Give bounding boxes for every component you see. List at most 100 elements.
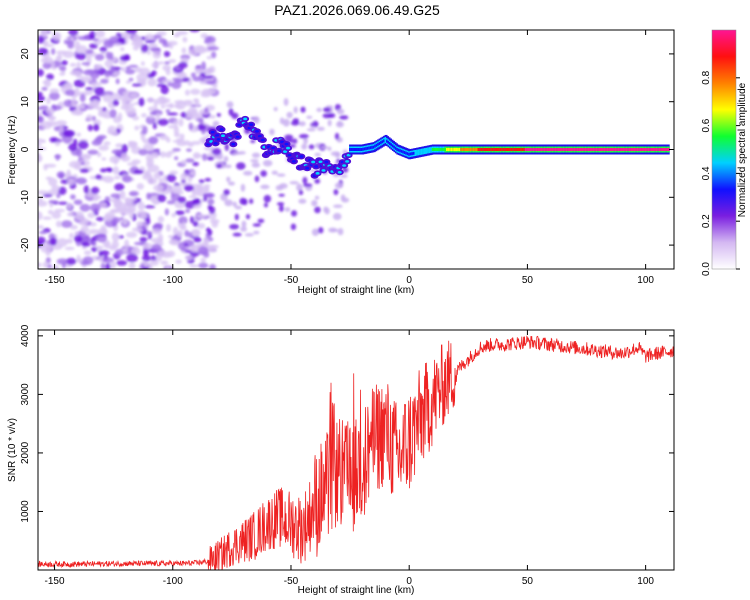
noise-blob — [80, 161, 85, 165]
noise-blob — [337, 120, 343, 126]
ridge-band-core — [647, 148, 651, 151]
noise-blob — [175, 259, 182, 264]
noise-blob — [55, 220, 62, 228]
noise-blob — [232, 232, 242, 237]
noise-blob — [167, 82, 173, 87]
colorbar-tick-label: 0.8 — [701, 70, 712, 84]
noise-blob — [49, 88, 60, 94]
ridge-band-core — [575, 148, 579, 151]
noise-blob — [192, 204, 201, 209]
noise-blob — [82, 256, 94, 266]
noise-blob — [80, 225, 89, 234]
noise-blob — [195, 65, 203, 69]
noise-blob — [129, 141, 138, 148]
ridge-band-core — [442, 148, 446, 151]
noise-blob — [192, 98, 199, 103]
noise-blob — [207, 46, 220, 51]
noise-blob — [71, 110, 83, 116]
noise-blob — [252, 116, 260, 124]
noise-blob — [128, 191, 139, 197]
noise-blob — [81, 62, 91, 66]
ridge-core — [291, 160, 296, 163]
noise-blob — [111, 208, 118, 213]
noise-blob — [192, 76, 203, 82]
noise-blob — [244, 233, 254, 237]
ridge-core — [286, 146, 291, 150]
noise-blob — [58, 201, 68, 205]
noise-blob — [94, 53, 105, 61]
ridge-band-core — [504, 148, 508, 151]
ridge-band-core — [666, 148, 670, 151]
noise-blob — [42, 216, 52, 220]
ridge-band-core — [578, 148, 582, 151]
noise-blob — [167, 124, 179, 129]
ridge-band-core — [529, 148, 533, 151]
noise-blob — [93, 64, 102, 70]
ridge-band-core — [556, 148, 560, 151]
noise-blob — [136, 221, 144, 227]
ridge-core — [314, 165, 319, 168]
noise-blob — [188, 195, 197, 199]
noise-blob — [189, 113, 200, 120]
noise-blob — [38, 190, 49, 195]
ridge-band-core — [546, 148, 550, 151]
noise-blob — [298, 189, 304, 196]
ridge-band-core — [597, 148, 601, 151]
ridge-band-core — [650, 148, 654, 151]
ridge-band-core — [439, 148, 443, 151]
noise-blob — [68, 160, 81, 169]
noise-blob — [178, 61, 188, 69]
noise-blob — [251, 162, 261, 168]
noise-blob — [151, 152, 159, 159]
noise-blob — [93, 123, 100, 132]
ridge-band-core — [635, 148, 639, 151]
spectrogram-marks — [38, 30, 670, 269]
noise-blob — [124, 239, 130, 249]
colorbar-tick-label: 0.6 — [701, 118, 712, 132]
noise-blob — [195, 185, 204, 192]
ridge-core — [311, 160, 316, 164]
noise-blob — [140, 61, 145, 66]
noise-blob — [147, 78, 157, 87]
noise-blob — [38, 36, 45, 44]
noise-blob — [241, 220, 247, 228]
noise-blob — [149, 260, 159, 266]
noise-blob — [38, 68, 44, 77]
ridge-band-core — [619, 148, 623, 151]
noise-blob — [73, 199, 83, 205]
noise-blob — [224, 143, 229, 151]
noise-blob — [140, 44, 149, 53]
spectrogram-y-label: Frequency (Hz) — [7, 116, 18, 185]
noise-blob — [279, 117, 285, 125]
noise-blob — [58, 65, 67, 71]
noise-blob — [330, 228, 339, 232]
noise-blob — [92, 38, 99, 42]
noise-blob — [38, 106, 44, 111]
noise-blob — [235, 162, 246, 170]
ridge-band-core — [644, 148, 648, 151]
noise-blob — [121, 143, 129, 153]
noise-blob — [179, 133, 185, 140]
ridge-core — [216, 138, 221, 141]
noise-blob — [195, 46, 207, 54]
snr-frame — [37, 329, 675, 571]
noise-blob — [92, 241, 97, 247]
noise-blob — [110, 65, 115, 74]
ridge-band-core — [483, 148, 487, 151]
ridge-band-core — [446, 148, 450, 151]
ridge-band-core — [641, 148, 645, 151]
noise-blob — [73, 87, 80, 97]
ridge-core — [243, 117, 248, 121]
noise-blob — [105, 263, 111, 269]
noise-blob — [80, 76, 93, 83]
noise-blob — [178, 216, 188, 225]
noise-blob — [75, 177, 88, 185]
ridge-band-core — [622, 148, 626, 151]
noise-blob — [322, 107, 331, 113]
ridge-core — [284, 142, 289, 146]
ridge-band-core — [458, 148, 462, 151]
noise-blob — [327, 146, 332, 151]
noise-blob — [216, 163, 223, 169]
noise-blob — [323, 206, 329, 213]
